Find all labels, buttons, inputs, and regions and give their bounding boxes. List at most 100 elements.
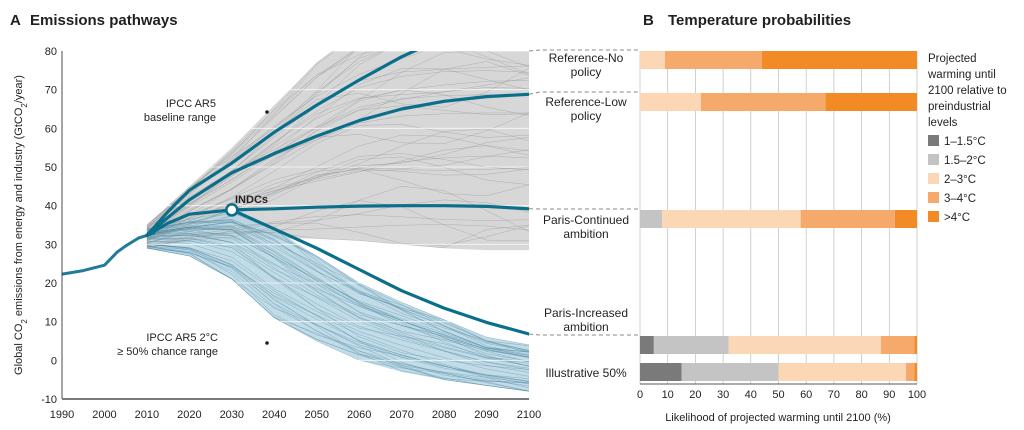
- scenario-label: Reference-No: [549, 51, 624, 65]
- connector-line: [528, 49, 640, 52]
- x-axis-title: Likelihood of projected warming until 21…: [665, 412, 891, 424]
- indc-marker: [225, 203, 239, 217]
- legend-swatch: [928, 154, 939, 165]
- scenario-line: [146, 243, 529, 383]
- x-tick-label: 2050: [304, 409, 328, 421]
- two-degree-label-dot: [265, 341, 269, 345]
- bar-segment: [778, 363, 906, 381]
- scenario-line: [146, 105, 529, 236]
- x-tick-label: 80: [855, 389, 867, 401]
- legend-title-line: 2100 relative to: [928, 85, 1007, 97]
- pathway-line-4: [230, 208, 529, 336]
- connector-lines: [528, 49, 640, 336]
- scenario-line: [146, 51, 376, 228]
- y-tick-label: 60: [45, 123, 57, 135]
- bar-segment: [914, 363, 917, 381]
- two-degree-label-line2: ≥ 50% chance range: [117, 346, 218, 358]
- scenario-line: [146, 245, 529, 392]
- x-tick-label: 0: [637, 389, 643, 401]
- scenario-line: [146, 224, 529, 249]
- scenario-line: [146, 219, 529, 351]
- scenario-line: [146, 51, 353, 226]
- two-degree-band: [146, 211, 529, 392]
- scenario-line: [146, 243, 529, 382]
- category-labels: Reference-NopolicyReference-LowpolicyPar…: [543, 51, 629, 380]
- scenario-line: [146, 89, 529, 234]
- scenario-line: [146, 221, 529, 352]
- scenario-line: [146, 51, 355, 227]
- scenario-line: [146, 238, 529, 370]
- tick-labels: 0 10 20 30 40 50 60 70 80 90 100: [637, 389, 926, 401]
- x-tick-label: 70: [828, 389, 840, 401]
- x-tick-label: 2010: [135, 409, 159, 421]
- scenario-line: [146, 219, 529, 351]
- x-tick-label: 100: [908, 389, 926, 401]
- x-tick-label: 40: [745, 389, 757, 401]
- bars: [640, 51, 917, 381]
- scenario-line: [146, 212, 529, 347]
- x-tick-label: 1990: [50, 409, 74, 421]
- legend-swatch: [928, 135, 939, 146]
- bar-segment: [700, 93, 826, 111]
- scenario-line: [146, 124, 529, 238]
- scenario-line: [146, 214, 529, 246]
- scenario-line: [146, 51, 357, 228]
- y-axis-title: Global CO2 emissions from energy and ind…: [13, 75, 29, 375]
- baseline-label-line1: IPCC AR5: [166, 98, 216, 110]
- pathway-line-3: [145, 204, 529, 237]
- panel-b-title: Temperature probabilities: [668, 12, 851, 29]
- bar-segment: [640, 210, 663, 228]
- legend-label: >4°C: [944, 212, 970, 224]
- pathway-line-1: [145, 51, 419, 237]
- indc-label: INDCs: [235, 194, 268, 206]
- x-tick-label: 20: [689, 389, 701, 401]
- scenario-line: [146, 229, 529, 358]
- y-tick-label: -10: [41, 394, 57, 406]
- scenario-line: [146, 226, 529, 356]
- legend-title-line: levels: [928, 117, 958, 129]
- legend-title-line: warming until: [927, 69, 996, 81]
- legend-swatch: [928, 211, 939, 222]
- scenario-line: [146, 51, 529, 230]
- x-tick-label: 2080: [432, 409, 456, 421]
- scenario-line: [146, 245, 529, 387]
- y-tick-label: 30: [45, 239, 57, 251]
- baseline-label-line2: baseline range: [144, 112, 216, 124]
- x-tick-label: 2100: [517, 409, 541, 421]
- scenario-line: [146, 247, 529, 384]
- two-degree-label-line1: IPCC AR5 2°C: [146, 332, 218, 344]
- scenario-label: Paris-Increased: [544, 306, 628, 320]
- scenario-line: [146, 167, 529, 241]
- scenario-line: [146, 51, 334, 226]
- bar-segment: [640, 93, 701, 111]
- bar-segment: [761, 51, 917, 69]
- scenario-line: [146, 231, 529, 362]
- panel-b-letter: B: [643, 12, 654, 29]
- x-tick-label: 60: [800, 389, 812, 401]
- legend-label: 1.5–2°C: [944, 155, 986, 167]
- scenario-label: Paris-Continued: [543, 213, 629, 227]
- legend-label: 1–1.5°C: [944, 136, 986, 148]
- axes: [61, 51, 529, 400]
- legend-title-line: Projected: [928, 53, 977, 65]
- scenario-line: [146, 233, 529, 367]
- bar-segment: [728, 336, 881, 354]
- scenario-label: policy: [571, 109, 602, 123]
- x-tick-label: 2070: [389, 409, 413, 421]
- panel-a-letter: A: [10, 12, 21, 29]
- connector-line: [528, 333, 640, 336]
- y-tick-label: 0: [51, 355, 57, 367]
- scenario-line: [146, 237, 529, 369]
- scenario-label: Reference-Low: [545, 95, 627, 109]
- bar-segment: [640, 363, 682, 381]
- x-tick-label: 50: [772, 389, 784, 401]
- x-tick-label: 10: [662, 389, 674, 401]
- x-tick-label: 2060: [347, 409, 371, 421]
- y-tick-label: 80: [45, 46, 57, 58]
- bar-segment: [640, 336, 654, 354]
- bar-segment: [894, 210, 917, 228]
- bar-segment: [905, 363, 915, 381]
- scenario-label: Illustrative 50%: [545, 366, 627, 380]
